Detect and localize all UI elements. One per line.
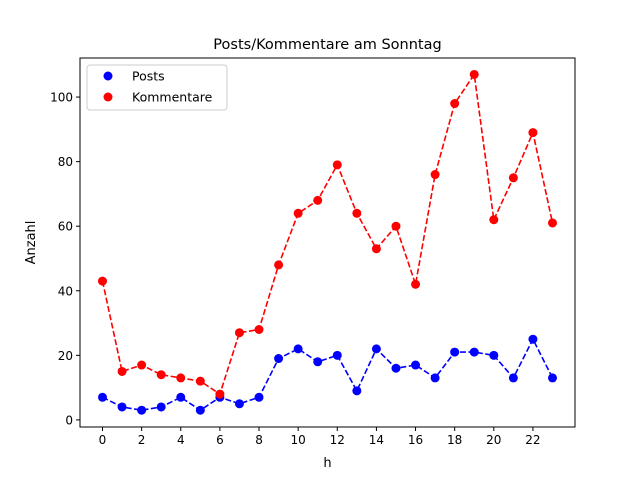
legend-label: Posts xyxy=(132,69,165,84)
data-point-kommentare xyxy=(117,366,127,376)
legend: Posts Kommentare xyxy=(86,64,228,111)
series-line-kommentare xyxy=(101,72,554,396)
data-point-posts xyxy=(352,386,362,396)
data-point-kommentare xyxy=(411,279,421,289)
y-tick-label: 60 xyxy=(58,220,73,234)
chart-title: Posts/Kommentare am Sonntag xyxy=(213,37,441,53)
data-point-posts xyxy=(137,405,147,415)
data-point-posts xyxy=(195,405,205,415)
data-point-posts xyxy=(176,392,186,402)
data-point-posts xyxy=(234,399,244,409)
data-point-posts xyxy=(508,373,518,383)
x-tick-label: 18 xyxy=(447,433,462,447)
x-tick-label: 8 xyxy=(255,433,263,447)
data-point-kommentare xyxy=(528,128,538,138)
data-point-posts xyxy=(117,402,127,412)
legend-box xyxy=(86,64,228,111)
x-tick-label: 16 xyxy=(408,433,423,447)
data-point-kommentare xyxy=(215,389,225,399)
data-point-kommentare xyxy=(508,173,518,183)
data-point-posts xyxy=(430,373,440,383)
data-point-posts xyxy=(313,357,323,367)
data-point-kommentare xyxy=(489,215,499,225)
y-tick-label: 40 xyxy=(58,284,73,298)
data-point-kommentare xyxy=(137,360,147,370)
data-point-kommentare xyxy=(98,276,107,286)
plot-area: 0 2 4 6 8 10 12 14 16 18 20 22 0 20 40 60 80 100 xyxy=(50,69,557,447)
data-point-posts xyxy=(411,360,421,370)
data-point-kommentare xyxy=(391,221,401,231)
data-point-kommentare xyxy=(430,170,440,180)
data-point-posts xyxy=(254,392,264,402)
data-point-kommentare xyxy=(293,208,303,218)
x-tick-label: 12 xyxy=(330,433,345,447)
x-tick-label: 2 xyxy=(138,433,146,447)
x-tick-label: 22 xyxy=(525,433,540,447)
legend-marker xyxy=(103,71,113,81)
data-point-kommentare xyxy=(371,244,381,254)
data-point-posts xyxy=(391,363,401,373)
data-point-kommentare xyxy=(176,373,186,383)
data-point-posts xyxy=(528,334,538,344)
data-point-posts xyxy=(489,350,499,360)
axes-frame xyxy=(79,57,576,428)
data-point-kommentare xyxy=(469,69,479,79)
series-line-posts xyxy=(102,337,554,412)
x-tick-label: 14 xyxy=(369,433,384,447)
data-point-kommentare xyxy=(274,260,284,270)
data-point-posts xyxy=(548,373,557,383)
data-point-kommentare xyxy=(156,370,166,380)
data-point-kommentare xyxy=(195,376,205,386)
data-point-posts xyxy=(450,347,460,357)
data-point-kommentare xyxy=(234,328,244,338)
data-point-posts xyxy=(332,350,342,360)
data-point-posts xyxy=(156,402,166,412)
data-point-posts xyxy=(293,344,303,354)
y-tick-label: 100 xyxy=(50,91,73,105)
y-axis-label: Anzahl xyxy=(24,221,39,265)
data-point-kommentare xyxy=(450,99,460,109)
x-tick-label: 0 xyxy=(99,433,107,447)
legend-label: Kommentare xyxy=(132,90,213,105)
x-tick-label: 20 xyxy=(486,433,501,447)
data-point-kommentare xyxy=(254,325,264,335)
x-tick-label: 4 xyxy=(177,433,185,447)
y-tick-label: 20 xyxy=(58,349,73,363)
x-tick-label: 10 xyxy=(291,433,306,447)
data-point-kommentare xyxy=(332,160,342,170)
y-tick-label: 80 xyxy=(58,155,73,169)
data-point-kommentare xyxy=(352,208,362,218)
data-point-posts xyxy=(274,354,284,364)
data-point-posts xyxy=(371,344,381,354)
data-point-posts xyxy=(98,392,107,402)
data-point-kommentare xyxy=(548,218,557,228)
data-point-posts xyxy=(469,347,479,357)
data-point-kommentare xyxy=(313,195,323,205)
x-tick-label: 6 xyxy=(216,433,224,447)
x-axis-label: h xyxy=(323,456,331,471)
y-tick-label: 0 xyxy=(65,413,73,427)
legend-marker xyxy=(103,92,113,102)
